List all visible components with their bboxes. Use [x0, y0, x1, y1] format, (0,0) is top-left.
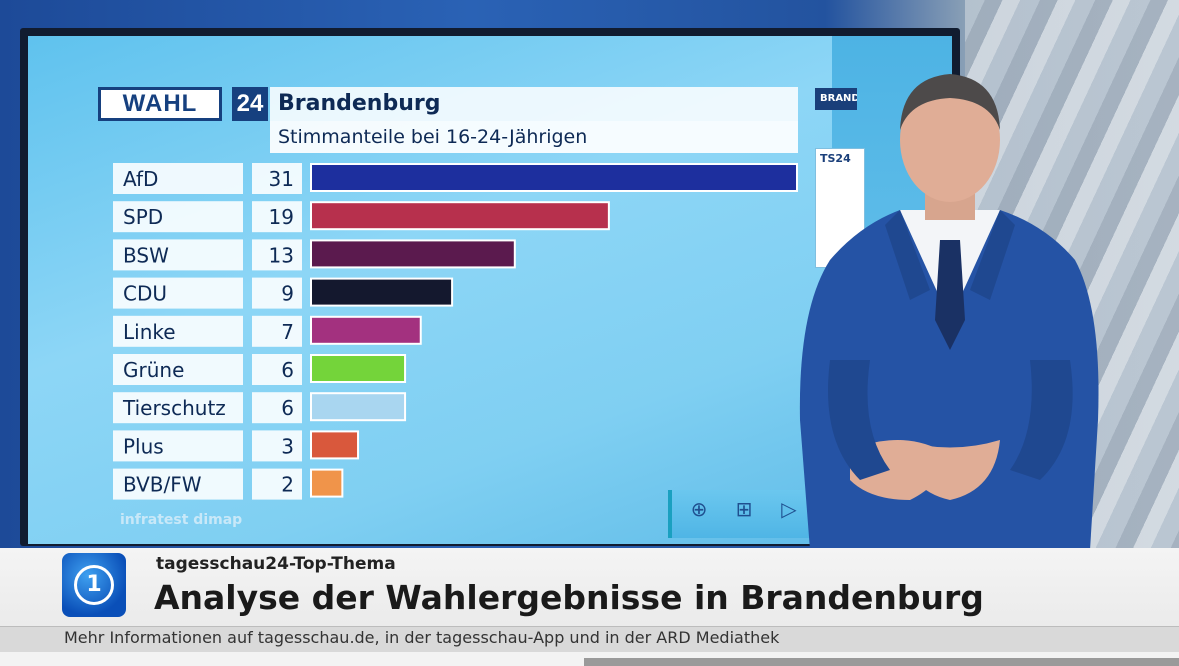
bar-spd: [310, 201, 610, 231]
chart-title: Brandenburg: [270, 87, 798, 121]
value-label-bg-plus: [252, 430, 302, 462]
side-panel-card-title: TS24: [820, 152, 851, 165]
value-label-bsw: 13: [269, 243, 294, 267]
tagesschau-logo: 1: [62, 553, 126, 617]
value-label-bg-cdu: [252, 277, 302, 309]
bar-cdu: [310, 277, 454, 307]
bar-afd: [310, 163, 798, 192]
value-label-bg-linke: [252, 315, 302, 347]
category-label-bg-linke: [113, 315, 243, 347]
presenter: [799, 74, 1099, 550]
zoom-in-icon[interactable]: ⊕: [690, 497, 708, 521]
category-label-bsw: BSW: [123, 243, 169, 267]
category-label-bg-gr-ne: [113, 354, 243, 385]
bar-gr-ne: [310, 354, 407, 383]
category-label-linke: Linke: [123, 320, 176, 344]
bar-plus: [310, 430, 360, 460]
info-line-text: Mehr Informationen auf tagesschau.de, in…: [64, 628, 780, 647]
wahl-logo: WAHL: [98, 87, 222, 121]
value-label-spd: 19: [269, 205, 294, 229]
category-label-bg-spd: [113, 201, 243, 233]
category-label-bg-plus: [113, 430, 243, 462]
play-icon[interactable]: ▷: [781, 497, 797, 521]
value-label-linke: 7: [281, 320, 294, 344]
value-label-bvb-fw: 2: [281, 473, 294, 497]
category-label-cdu: CDU: [123, 282, 167, 306]
category-label-afd: AfD: [123, 167, 158, 191]
value-label-bg-tierschutz: [252, 392, 302, 424]
category-label-plus: Plus: [123, 434, 164, 458]
value-label-bg-bvb-fw: [252, 468, 302, 500]
lower-third-kicker: tagesschau24-Top-Thema: [156, 554, 396, 574]
lower-third-headline: Analyse der Wahlergebnisse in Brandenbur…: [154, 578, 984, 617]
value-label-bg-spd: [252, 201, 302, 233]
category-label-spd: SPD: [123, 205, 163, 229]
category-label-bg-tierschutz: [113, 392, 243, 424]
tagesschau-logo-glyph: 1: [74, 565, 114, 605]
bar-linke: [310, 315, 422, 345]
wahl-logo-number: 24: [232, 87, 268, 121]
value-label-cdu: 9: [281, 282, 294, 306]
category-label-bg-afd: [113, 163, 243, 194]
value-label-tierschutz: 6: [281, 396, 294, 420]
side-panel-label: BRAND: [815, 88, 857, 110]
bar-tierschutz: [310, 392, 407, 422]
bar-chart: AfD 31 SPD 19 BSW 13 CDU 9 Linke 7 Grüne 6 Tierschut…: [113, 163, 798, 500]
value-label-gr-ne: 6: [281, 358, 294, 382]
category-label-gr-ne: Grüne: [123, 358, 184, 382]
control-strip: [668, 490, 810, 538]
category-label-bg-bsw: [113, 239, 243, 271]
category-label-bg-bvb-fw: [113, 468, 243, 500]
category-label-bvb-fw: BVB/FW: [123, 473, 202, 497]
bottom-bar-progress: [584, 658, 1179, 666]
bar-bsw: [310, 239, 516, 269]
value-label-afd: 31: [269, 167, 294, 191]
bar-bvb-fw: [310, 468, 344, 498]
category-label-bg-cdu: [113, 277, 243, 309]
value-label-plus: 3: [281, 434, 294, 458]
category-label-tierschutz: Tierschutz: [122, 396, 226, 420]
chart-source: infratest dimap: [120, 512, 243, 528]
value-label-bg-afd: [252, 163, 302, 194]
chart-subtitle: Stimmanteile bei 16-24-Jährigen: [270, 121, 798, 153]
control-strip-accent: [668, 490, 672, 538]
value-label-bg-bsw: [252, 239, 302, 271]
value-label-bg-gr-ne: [252, 354, 302, 385]
info-line: [0, 626, 1179, 653]
expand-icon[interactable]: ⊞: [735, 497, 753, 521]
